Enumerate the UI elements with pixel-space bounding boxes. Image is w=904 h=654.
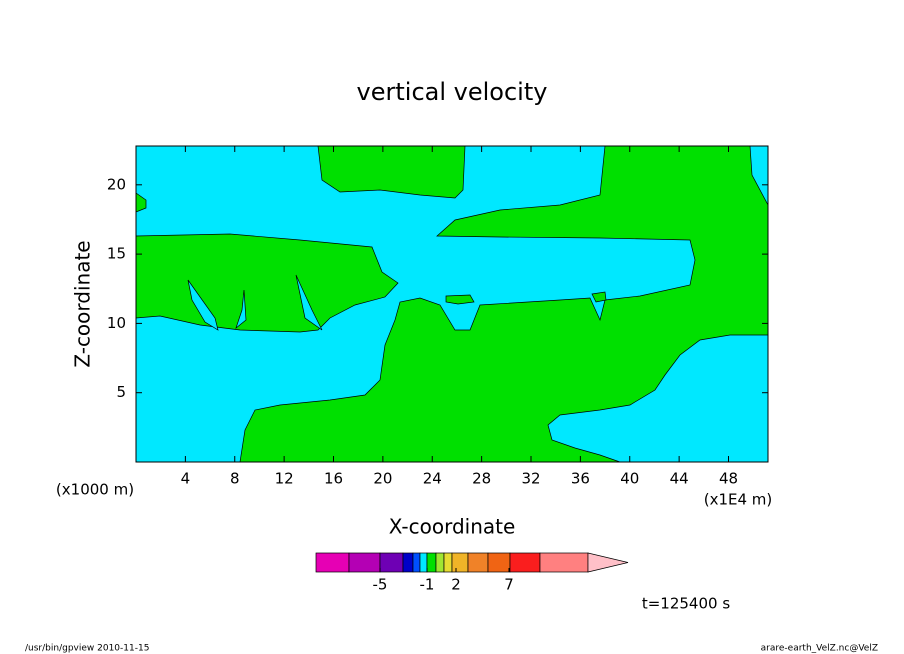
x-tick-label: 4	[181, 470, 191, 488]
colorbar-segment	[539, 552, 589, 573]
colorbar-segment	[426, 552, 437, 573]
colorbar-tick-label: -1	[420, 576, 435, 594]
y-tick-label: 10	[107, 314, 126, 332]
y-tick-label: 15	[107, 245, 126, 263]
colorbar-segment	[412, 552, 421, 573]
contour-region	[235, 289, 247, 330]
chart-title: vertical velocity	[357, 78, 548, 106]
colorbar-tick-label: 7	[504, 576, 514, 594]
x-tick-label: 32	[521, 470, 540, 488]
contour-region	[295, 274, 323, 331]
x-tick-label: 16	[324, 470, 343, 488]
colorbar-segment	[435, 552, 445, 573]
colorbar-tick-label: 2	[451, 576, 461, 594]
colorbar: -5 -1 2 7	[315, 552, 629, 594]
footer-right: arare-earth_VelZ.nc@VelZ	[761, 644, 878, 654]
x-tick-label: 28	[472, 470, 491, 488]
contour-region	[317, 145, 466, 199]
colorbar-segment	[348, 552, 381, 573]
colorbar-segment	[402, 552, 414, 573]
colorbar-extension	[587, 552, 629, 573]
colorbar-segment	[315, 552, 350, 573]
x-tick-label: 12	[275, 470, 294, 488]
contour-region	[187, 279, 219, 331]
x-tick-label: 20	[373, 470, 392, 488]
contour-region	[591, 291, 607, 303]
x-unit-left: (x1000 m)	[56, 481, 134, 499]
y-axis-label: Z-coordinate	[71, 240, 95, 367]
x-tick-label: 24	[423, 470, 442, 488]
contour-region	[445, 294, 475, 305]
colorbar-segment	[443, 552, 453, 573]
contour-islands	[187, 274, 323, 331]
annotation: t=125400 s	[642, 595, 730, 613]
x-tick-label: 40	[620, 470, 639, 488]
y-tick-label: 5	[116, 383, 126, 401]
colorbar-segment	[467, 552, 489, 573]
footer-left: /usr/bin/gpview 2010-11-15	[25, 644, 149, 654]
x-tick-label: 8	[230, 470, 240, 488]
x-axis-label: X-coordinate	[389, 515, 516, 539]
colorbar-segment	[451, 552, 469, 573]
plot-frame	[135, 145, 769, 463]
colorbar-tick-label: -5	[373, 576, 388, 594]
x-tick-label: 48	[719, 470, 738, 488]
x-tick-label: 44	[670, 470, 689, 488]
colorbar-segment	[509, 552, 541, 573]
x-unit-right: (x1E4 m)	[704, 491, 773, 509]
colorbar-segment	[379, 552, 404, 573]
x-tick-label: 36	[571, 470, 590, 488]
colorbar-segment	[419, 552, 428, 573]
colorbar-segment	[487, 552, 511, 573]
y-tick-label: 20	[107, 175, 126, 193]
